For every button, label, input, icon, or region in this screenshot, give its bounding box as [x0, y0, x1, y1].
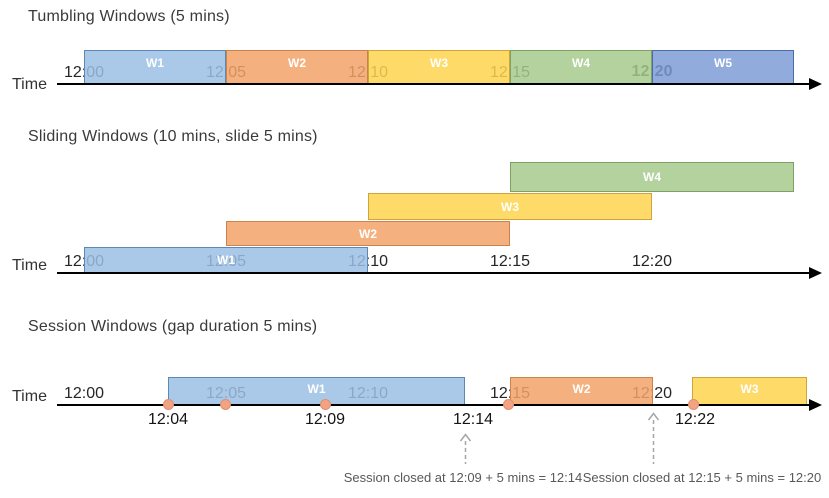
session-axis-arrow-icon [809, 399, 822, 411]
session-window-w1-label: W1 [307, 382, 326, 396]
sliding-window-w1-label: W1 [217, 253, 235, 267]
sliding-axis-arrow-icon [809, 267, 822, 279]
session-closed-arrow-left-icon [459, 433, 472, 464]
session-closed-annotation-right: Session closed at 12:15 + 5 mins = 12:20 [582, 470, 822, 485]
session-window-w2: W2 [510, 377, 653, 405]
session-window-w3: W3 [692, 377, 807, 405]
session-window-w3-label: W3 [740, 382, 759, 396]
session-window-w2-label: W2 [572, 382, 591, 396]
sliding-window-w4-label: W4 [643, 170, 661, 184]
tumbling-window-w5: W5 [652, 50, 794, 84]
event-label-1209: 12:09 [304, 411, 346, 428]
sliding-title: Sliding Windows (10 mins, slide 5 mins) [28, 128, 318, 145]
tumbling-window-w3: W3 [368, 50, 510, 84]
tumbling-window-w1-label: W1 [146, 56, 164, 70]
event-label-1214: 12:14 [452, 411, 494, 428]
sliding-tick-1215: 12:15 [489, 253, 531, 270]
tumbling-axis-arrow-icon [809, 78, 822, 90]
sliding-window-w1: W1 [84, 247, 368, 273]
sliding-window-w3-label: W3 [501, 199, 519, 214]
tumbling-window-w2-label: W2 [288, 56, 306, 70]
tumbling-time-axis [57, 78, 822, 90]
session-closed-annotation-left: Session closed at 12:09 + 5 mins = 12:14 [343, 470, 583, 485]
tumbling-window-w3-label: W3 [430, 56, 448, 70]
session-closed-arrow-right-icon [647, 412, 660, 464]
session-time-axis [57, 399, 822, 411]
event-label-1204: 12:04 [147, 411, 189, 428]
sliding-window-w3: W3 [368, 193, 652, 220]
tumbling-time-axis-label: Time [12, 76, 47, 93]
event-dot-1209 [320, 399, 331, 410]
sliding-window-w2: W2 [226, 221, 510, 246]
tumbling-window-w2: W2 [226, 50, 368, 84]
sliding-window-w4: W4 [510, 162, 794, 192]
session-time-axis-label: Time [12, 388, 47, 405]
event-dot-1206 [220, 399, 231, 410]
session-tick-1200: 12:00 [63, 385, 105, 402]
session-title: Session Windows (gap duration 5 mins) [28, 318, 318, 335]
session-window-w1: W1 [168, 377, 465, 405]
tumbling-title: Tumbling Windows (5 mins) [28, 8, 230, 25]
event-dot-1204 [163, 399, 174, 410]
sliding-time-axis [57, 267, 822, 279]
sliding-time-axis-label: Time [12, 257, 47, 274]
event-dot-1222 [688, 399, 699, 410]
tumbling-window-w5-label: W5 [714, 56, 732, 70]
sliding-tick-1220: 12:20 [631, 253, 673, 270]
tumbling-window-w4: W4 [510, 50, 652, 84]
tumbling-window-w4-label: W4 [572, 56, 590, 70]
tumbling-window-w1: W1 [84, 50, 226, 84]
sliding-window-w2-label: W2 [359, 226, 377, 241]
event-dot-1215 [503, 399, 514, 410]
event-label-1222: 12:22 [674, 411, 716, 428]
